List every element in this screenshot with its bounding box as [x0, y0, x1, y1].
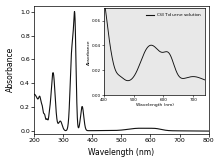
- Y-axis label: Absorbance: Absorbance: [6, 47, 15, 92]
- X-axis label: Wavelength (nm): Wavelength (nm): [88, 148, 154, 157]
